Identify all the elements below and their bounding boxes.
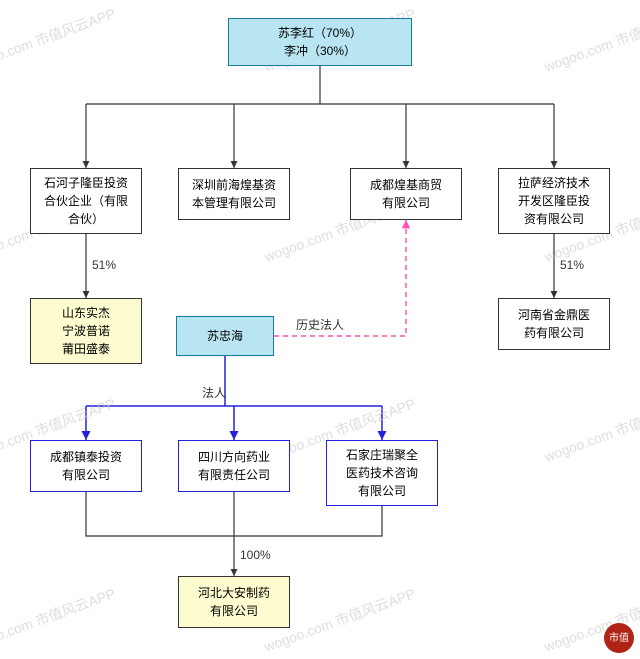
node-text: 本管理有限公司: [192, 194, 276, 212]
node-l3d: 河南省金鼎医药有限公司: [498, 298, 610, 350]
node-text: 有限责任公司: [198, 466, 270, 484]
node-l4c: 石家庄瑞聚全医药技术咨询有限公司: [326, 440, 438, 506]
node-text: 开发区隆臣投: [518, 192, 590, 210]
node-l3a: 山东实杰宁波普诺莆田盛泰: [30, 298, 142, 364]
label-p100: 100%: [240, 548, 271, 562]
node-text: 有限公司: [62, 466, 110, 484]
node-text: 合伙）: [68, 210, 104, 228]
node-text: 成都镇泰投资: [50, 448, 122, 466]
node-text: 合伙企业（有限: [44, 192, 128, 210]
node-text: 有限公司: [358, 482, 406, 500]
node-text: 石河子隆臣投资: [44, 174, 128, 192]
edge: [234, 506, 382, 536]
watermark: wogoo.com 市值风云APP: [0, 3, 118, 76]
label-faren: 法人: [202, 384, 226, 401]
node-suzhonghai: 苏忠海: [176, 316, 274, 356]
watermark: wogoo.com 市值风云APP: [541, 3, 640, 76]
node-text: 有限公司: [382, 194, 430, 212]
node-l2a: 石河子隆臣投资合伙企业（有限合伙）: [30, 168, 142, 234]
node-l4b: 四川方向药业有限责任公司: [178, 440, 290, 492]
node-text: 苏李红（70%）: [278, 24, 362, 42]
node-text: 莆田盛泰: [62, 340, 110, 358]
node-text: 石家庄瑞聚全: [346, 446, 418, 464]
node-text: 李冲（30%）: [284, 42, 356, 60]
edge: [86, 492, 234, 536]
node-text: 拉萨经济技术: [518, 174, 590, 192]
watermark: wogoo.com 市值风云APP: [541, 393, 640, 466]
node-text: 资有限公司: [524, 210, 584, 228]
node-text: 药有限公司: [524, 324, 584, 342]
brand-stamp: 市值: [604, 623, 634, 653]
node-text: 有限公司: [210, 602, 258, 620]
label-p51a: 51%: [92, 258, 116, 272]
node-text: 四川方向药业: [198, 448, 270, 466]
node-l5: 河北大安制药有限公司: [178, 576, 290, 628]
node-l2d: 拉萨经济技术开发区隆臣投资有限公司: [498, 168, 610, 234]
node-text: 河南省金鼎医: [518, 306, 590, 324]
node-text: 苏忠海: [207, 327, 243, 345]
node-l2b: 深圳前海煌基资本管理有限公司: [178, 168, 290, 220]
node-l2c: 成都煌基商贸有限公司: [350, 168, 462, 220]
node-text: 宁波普诺: [62, 322, 110, 340]
node-text: 河北大安制药: [198, 584, 270, 602]
node-text: 成都煌基商贸: [370, 176, 442, 194]
node-text: 山东实杰: [62, 304, 110, 322]
node-text: 医药技术咨询: [346, 464, 418, 482]
label-history: 历史法人: [296, 316, 344, 333]
node-l4a: 成都镇泰投资有限公司: [30, 440, 142, 492]
node-text: 深圳前海煌基资: [192, 176, 276, 194]
label-p51b: 51%: [560, 258, 584, 272]
node-top: 苏李红（70%）李冲（30%）: [228, 18, 412, 66]
watermark: wogoo.com 市值风云APP: [0, 583, 118, 656]
